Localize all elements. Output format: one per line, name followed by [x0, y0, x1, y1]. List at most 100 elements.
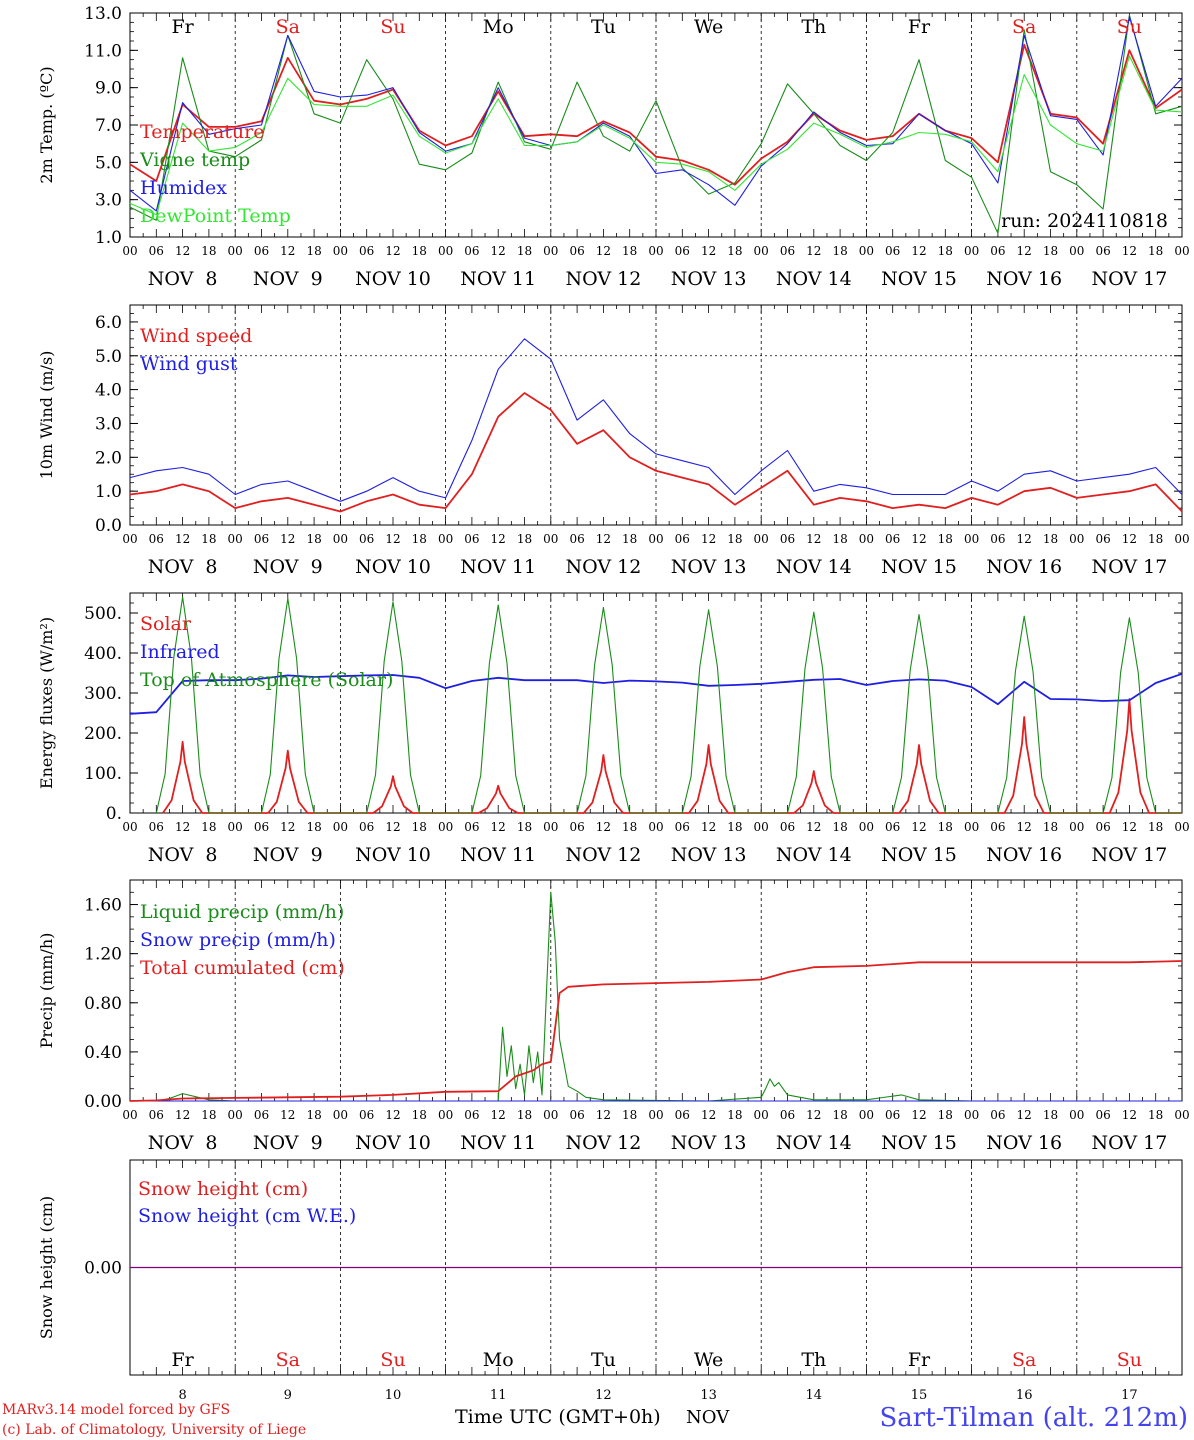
date-label: NOV 16 — [986, 844, 1062, 866]
hour-tick-label: 18 — [201, 244, 216, 258]
hour-tick-label: 06 — [780, 244, 795, 258]
weekday-label: Sa — [276, 16, 300, 38]
hour-tick-label: 18 — [1148, 1108, 1163, 1122]
hour-tick-label: 12 — [280, 1108, 295, 1122]
weekday-label: We — [694, 1349, 723, 1371]
hour-tick-label: 12 — [1017, 532, 1032, 546]
day-number-label: 14 — [806, 1388, 823, 1403]
hour-tick-label: 06 — [359, 1108, 374, 1122]
legend-entry: Snow precip (mm/h) — [140, 929, 336, 951]
hour-tick-label: 12 — [701, 1108, 716, 1122]
hour-tick-label: 12 — [175, 244, 190, 258]
hour-tick-label: 12 — [806, 532, 821, 546]
hour-tick-label: 00 — [754, 1108, 769, 1122]
date-label: NOV 14 — [776, 1132, 852, 1154]
hour-tick-label: 18 — [1148, 532, 1163, 546]
hour-tick-label: 18 — [412, 532, 427, 546]
weekday-label: Sa — [1012, 1349, 1036, 1371]
date-label: NOV 11 — [460, 556, 536, 578]
date-label: NOV 14 — [776, 556, 852, 578]
weekday-label: Sa — [276, 1349, 300, 1371]
hour-tick-label: 06 — [1095, 1108, 1110, 1122]
y-tick-label: 4.0 — [95, 381, 122, 401]
station-title: Sart-Tilman (alt. 212m) — [879, 1403, 1188, 1433]
y-tick-label: 3.0 — [95, 191, 122, 211]
date-label: NOV 9 — [253, 268, 323, 290]
date-label: NOV 13 — [671, 844, 747, 866]
hour-tick-label: 00 — [543, 820, 558, 834]
hour-tick-label: 00 — [754, 820, 769, 834]
hour-tick-label: 18 — [938, 244, 953, 258]
hour-tick-label: 00 — [1069, 532, 1084, 546]
weekday-label: Su — [380, 16, 405, 38]
hour-tick-label: 00 — [333, 820, 348, 834]
date-label: NOV 12 — [565, 268, 641, 290]
series-line-3 — [129, 960, 1183, 1102]
y-tick-label: 400. — [84, 644, 122, 664]
day-number-label: 10 — [385, 1388, 402, 1403]
hour-tick-label: 12 — [701, 820, 716, 834]
hour-tick-label: 00 — [1174, 1108, 1189, 1122]
hour-tick-label: 00 — [438, 244, 453, 258]
hour-tick-label: 06 — [675, 532, 690, 546]
hour-tick-label: 12 — [1122, 1108, 1137, 1122]
legend-entry: Solar — [140, 613, 192, 635]
hour-tick-label: 00 — [859, 532, 874, 546]
hour-tick-label: 06 — [359, 820, 374, 834]
y-tick-label: 1.0 — [95, 482, 122, 502]
chart-panel-3: 0. 100. 200. 300. 400. 500. Energy fluxes (W/m… — [37, 592, 1190, 866]
hour-tick-label: 18 — [1043, 1108, 1058, 1122]
date-label: NOV 11 — [460, 268, 536, 290]
hour-tick-label: 12 — [1122, 532, 1137, 546]
y-tick-label: 1.0 — [95, 228, 122, 248]
date-label: NOV 10 — [355, 844, 431, 866]
date-label: NOV 14 — [776, 844, 852, 866]
hour-tick-label: 18 — [938, 1108, 953, 1122]
hour-tick-label: 00 — [648, 532, 663, 546]
hour-tick-label: 06 — [885, 1108, 900, 1122]
hour-tick-label: 18 — [1043, 820, 1058, 834]
weekday-label: Th — [801, 16, 826, 38]
hour-tick-label: 00 — [859, 1108, 874, 1122]
y-axis-label: Precip (mm/h) — [37, 933, 56, 1049]
date-label: NOV 8 — [148, 556, 218, 578]
x-axis-label: Time UTC (GMT+0h) — [455, 1406, 661, 1428]
series-line-2 — [129, 338, 1183, 502]
chart-panel-5: 0.00 Snow height (cm) Snow height (cm) Snow… — [37, 1159, 1183, 1403]
weekday-label: Su — [380, 1349, 405, 1371]
hour-tick-label: 06 — [254, 1108, 269, 1122]
date-label: NOV 13 — [671, 556, 747, 578]
hour-tick-label: 06 — [359, 244, 374, 258]
date-label: NOV 17 — [1091, 1132, 1167, 1154]
y-tick-label: 300. — [84, 684, 122, 704]
date-label: NOV 17 — [1091, 268, 1167, 290]
y-axis-label: Snow height (cm) — [37, 1196, 56, 1339]
hour-tick-label: 00 — [228, 244, 243, 258]
y-axis-label: 10m Wind (m/s) — [37, 351, 56, 480]
series-line-2 — [129, 672, 1183, 715]
legend-entry: Wind gust — [140, 353, 238, 375]
y-tick-label: 0.80 — [84, 994, 122, 1014]
date-label: NOV 16 — [986, 268, 1062, 290]
hour-tick-label: 12 — [491, 820, 506, 834]
hour-tick-label: 18 — [201, 1108, 216, 1122]
hour-tick-label: 18 — [517, 1108, 532, 1122]
date-label: NOV 8 — [148, 1132, 218, 1154]
hour-tick-label: 18 — [938, 820, 953, 834]
hour-tick-label: 06 — [569, 244, 584, 258]
hour-tick-label: 00 — [648, 820, 663, 834]
hour-tick-label: 00 — [228, 820, 243, 834]
chart-panels: 1.0 3.0 5.0 7.0 9.0 11.0 13.0 2m Temp. (ºC) Temp… — [37, 4, 1190, 1403]
hour-tick-label: 12 — [1122, 244, 1137, 258]
hour-tick-label: 06 — [464, 1108, 479, 1122]
legend-entry: Wind speed — [140, 325, 252, 347]
day-number-label: 12 — [595, 1388, 612, 1403]
series-line-3 — [155, 596, 1182, 814]
hour-tick-label: 06 — [149, 820, 164, 834]
hour-tick-label: 06 — [569, 820, 584, 834]
hour-tick-label: 12 — [596, 820, 611, 834]
date-label: NOV 9 — [253, 556, 323, 578]
hour-tick-label: 06 — [149, 244, 164, 258]
day-number-label: 15 — [911, 1388, 928, 1403]
chart-panel-1: 1.0 3.0 5.0 7.0 9.0 11.0 13.0 2m Temp. (ºC) Temp… — [37, 4, 1190, 290]
